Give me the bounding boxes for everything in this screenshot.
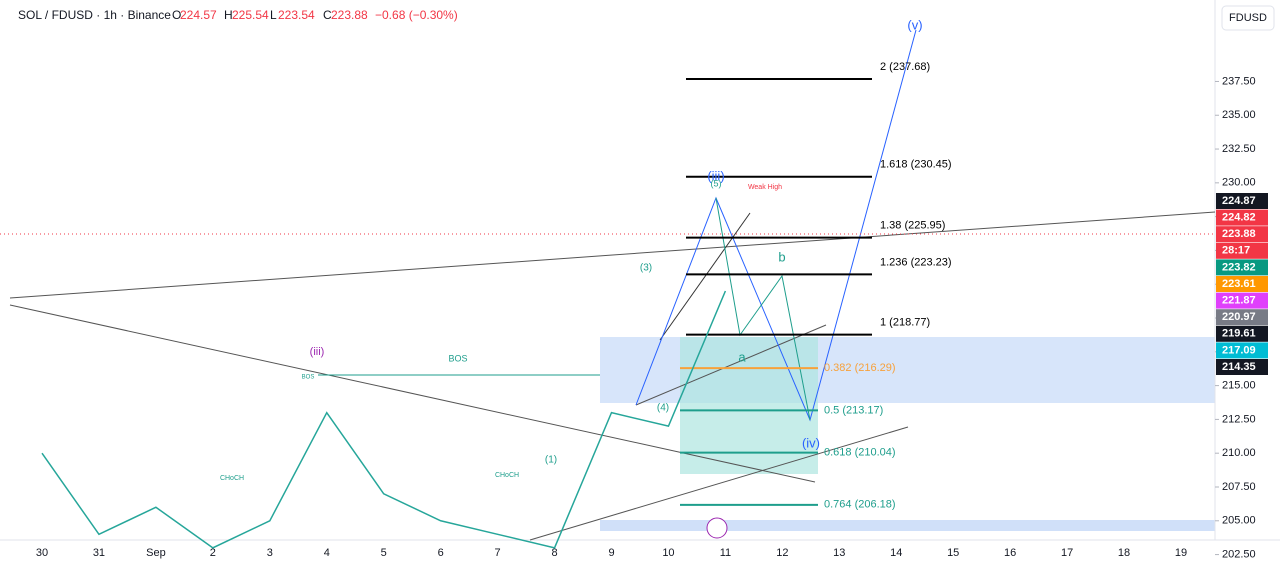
- wave-label: BOS: [448, 353, 467, 363]
- trendline: [529, 426, 909, 541]
- x-tick-label: 4: [324, 547, 330, 559]
- price-tag-label: 224.82: [1222, 212, 1256, 224]
- price-tag-label: 221.87: [1222, 295, 1256, 307]
- wave-label: (v): [907, 17, 922, 32]
- y-tick-label: 207.50: [1222, 481, 1256, 493]
- currency[interactable]: FDUSD: [1229, 12, 1267, 24]
- trendline: [659, 212, 751, 341]
- wave-label: CHoCH: [220, 475, 244, 482]
- fib-label: 0.764 (206.18): [824, 499, 896, 511]
- wave-label: CHoCH: [495, 472, 519, 479]
- header-change: −0.68 (−0.30%): [375, 8, 458, 22]
- x-tick-label: 3: [267, 547, 273, 559]
- price-tag-label: 28:17: [1222, 245, 1250, 257]
- wave-label: (iv): [802, 435, 820, 450]
- x-tick-label: 7: [495, 547, 501, 559]
- price-line: [41, 290, 727, 549]
- wave-label: (1): [545, 455, 557, 466]
- fib-label: 2 (237.68): [880, 61, 930, 73]
- x-tick-label: 12: [776, 547, 788, 559]
- price-tag-label: 219.61: [1222, 328, 1256, 340]
- wave-label: (4): [657, 403, 669, 414]
- x-tick-label: 31: [93, 547, 105, 559]
- x-tick-label: 8: [551, 547, 557, 559]
- x-tick-label: 15: [947, 547, 959, 559]
- price-tag: [1216, 309, 1268, 326]
- x-tick-label: 9: [608, 547, 614, 559]
- price-tag: [1216, 209, 1268, 226]
- y-tick-label: 212.50: [1222, 413, 1256, 425]
- fib-label: 1.236 (223.23): [880, 256, 952, 268]
- y-tick-label: 215.00: [1222, 380, 1256, 392]
- fib-label: 1 (218.77): [880, 317, 930, 329]
- x-tick-label: 30: [36, 547, 48, 559]
- zone: [600, 520, 1215, 531]
- fib-label: 1.618 (230.45): [880, 159, 952, 171]
- wave-label: BOS: [302, 375, 315, 381]
- fib-label: 0.5 (213.17): [824, 404, 883, 416]
- x-tick-label: 16: [1004, 547, 1016, 559]
- price-tag: [1216, 193, 1268, 209]
- trendline: [9, 211, 1216, 299]
- x-tick-label: 6: [438, 547, 444, 559]
- header-high-label: H: [224, 8, 233, 22]
- x-tick-label: 13: [833, 547, 845, 559]
- price-tag: [1216, 226, 1268, 243]
- x-tick-label: 18: [1118, 547, 1130, 559]
- x-tick-label: 19: [1175, 547, 1187, 559]
- header-low-label: L: [270, 8, 277, 22]
- price-tag-label: 223.88: [1222, 228, 1256, 240]
- price-tag: [1216, 242, 1268, 259]
- y-tick-label: 205.00: [1222, 515, 1256, 527]
- x-tick-label: 11: [720, 547, 731, 559]
- price-tag: [1216, 276, 1268, 292]
- y-tick-label: 230.00: [1222, 177, 1256, 189]
- wave-label: a: [738, 349, 746, 364]
- price-tag-label: 214.35: [1222, 361, 1256, 373]
- fib-label: 1.38 (225.95): [880, 219, 945, 231]
- x-tick-label: 2: [210, 547, 216, 559]
- y-tick-label: 237.50: [1222, 75, 1256, 87]
- y-tick-label: 210.00: [1222, 447, 1256, 459]
- currency-button[interactable]: [1221, 5, 1275, 31]
- wave-label: b: [778, 249, 785, 264]
- wave-label: (iii): [707, 168, 724, 183]
- price-tag-label: 217.09: [1222, 344, 1256, 356]
- price-tag-label: 220.97: [1222, 311, 1256, 323]
- price-tag: [1216, 292, 1268, 309]
- wave-label: Weak High: [748, 184, 782, 191]
- price-tag: [1216, 259, 1268, 276]
- price-tag-label: 223.61: [1222, 278, 1256, 290]
- x-tick-label: 5: [381, 547, 387, 559]
- fib-zone: [680, 337, 818, 474]
- price-tag: [1216, 342, 1268, 359]
- price-tag-label: 223.82: [1222, 261, 1256, 273]
- event-icon: [706, 517, 728, 539]
- y-tick-label: 202.50: [1222, 548, 1256, 560]
- price-tag: [1216, 325, 1268, 342]
- wave-label: (iii): [310, 346, 325, 358]
- header-close: 223.88: [331, 8, 368, 22]
- x-tick-label: Sep: [146, 547, 166, 559]
- price-tag: [1216, 359, 1268, 375]
- wave-label: (3): [640, 263, 652, 274]
- header-high: 225.54: [232, 8, 269, 22]
- x-tick-label: 10: [662, 547, 674, 559]
- y-tick-label: 235.00: [1222, 109, 1256, 121]
- wave-path: [635, 29, 917, 422]
- header-open-label: O: [172, 8, 181, 22]
- fib-label: 0.382 (216.29): [824, 362, 896, 374]
- header-open: 224.57: [180, 8, 217, 22]
- header-symbol: SOL / FDUSD · 1h · Binance: [18, 8, 171, 22]
- x-tick-label: 14: [890, 547, 902, 559]
- price-tag-label: 224.87: [1222, 195, 1256, 207]
- header-close-label: C: [323, 8, 332, 22]
- fib-label: 0.618 (210.04): [824, 447, 896, 459]
- y-tick-label: 232.50: [1222, 143, 1256, 155]
- header-low: 223.54: [278, 8, 315, 22]
- wave-path: [715, 197, 811, 421]
- wave-label: (5): [711, 178, 722, 188]
- x-tick-label: 17: [1061, 547, 1073, 559]
